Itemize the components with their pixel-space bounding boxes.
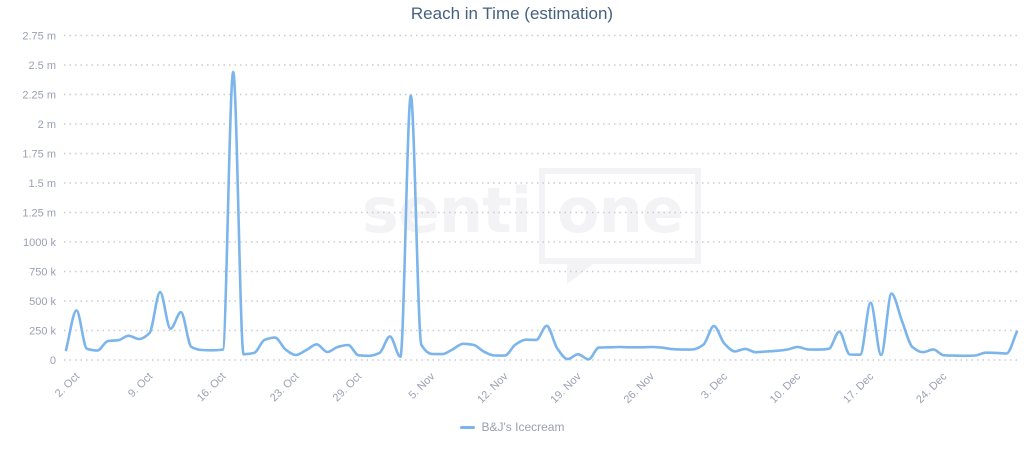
x-axis-label: 16. Oct xyxy=(195,371,229,405)
x-axis-label: 2. Oct xyxy=(53,371,82,400)
y-axis-label: 1.75 m xyxy=(22,149,56,161)
y-axis-label: 2.5 m xyxy=(28,60,56,72)
x-axis-label: 26. Nov xyxy=(622,370,658,406)
x-axis-label: 9. Oct xyxy=(126,371,155,400)
x-axis-label: 24. Dec xyxy=(914,370,950,406)
watermark-logo: senti one xyxy=(362,168,701,284)
legend-item-series[interactable]: B&J's Icecream xyxy=(459,420,565,434)
legend: B&J's Icecream xyxy=(0,420,1024,434)
chart-title: Reach in Time (estimation) xyxy=(410,4,614,23)
y-axis-label: 2.25 m xyxy=(22,90,56,102)
x-axis-label: 12. Nov xyxy=(475,370,511,406)
x-axis-label: 5. Nov xyxy=(406,370,437,401)
x-axis-label: 19. Nov xyxy=(548,370,584,406)
y-axis-label: 750 k xyxy=(29,267,56,279)
y-axis-label: 500 k xyxy=(29,296,56,308)
y-axis-label: 2 m xyxy=(38,119,56,131)
x-axis-label: 23. Oct xyxy=(268,371,302,405)
watermark-speech-tail xyxy=(566,258,601,284)
y-axis-label: 1.25 m xyxy=(22,208,56,220)
series-line xyxy=(64,70,1019,361)
x-axis-label: 17. Dec xyxy=(841,370,877,406)
y-axis-label: 250 k xyxy=(29,326,56,338)
y-axis-label: 1.5 m xyxy=(28,178,56,190)
x-axis-label: 29. Oct xyxy=(331,371,365,405)
legend-label: B&J's Icecream xyxy=(481,420,565,434)
watermark-speech-bubble-box: one xyxy=(538,168,701,284)
watermark-text-one: one xyxy=(556,174,684,247)
y-axis-label: 2.75 m xyxy=(22,31,56,43)
y-axis-label: 0 xyxy=(50,355,56,367)
x-axis-label: 3. Dec xyxy=(699,370,730,401)
x-axis-label: 10. Dec xyxy=(768,370,804,406)
watermark-text-senti: senti xyxy=(362,174,532,247)
legend-line-marker-icon xyxy=(459,425,475,429)
y-axis-label: 1000 k xyxy=(23,237,57,249)
